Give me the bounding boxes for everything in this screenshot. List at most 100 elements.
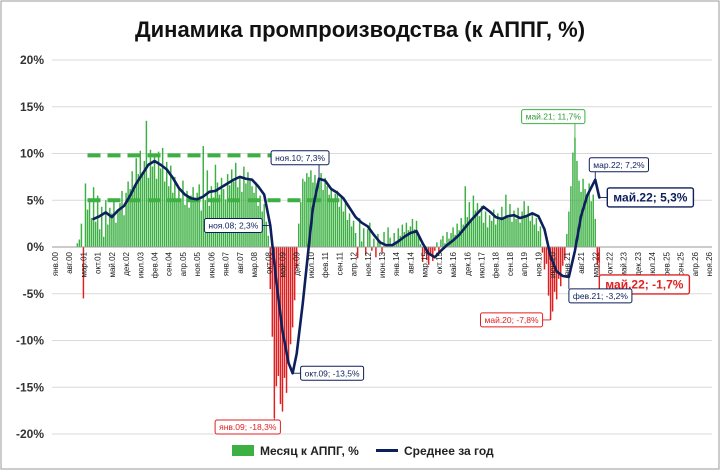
- bar: [576, 160, 578, 247]
- bar: [129, 189, 131, 247]
- bar: [511, 221, 513, 247]
- bar: [190, 195, 192, 247]
- bar: [505, 194, 507, 247]
- bar: [269, 247, 272, 290]
- bar: [348, 213, 351, 247]
- bar: [373, 238, 375, 247]
- bar: [155, 178, 158, 247]
- bar: [88, 198, 91, 247]
- x-tick-label: ноя.12: [364, 251, 373, 276]
- bar: [362, 228, 365, 247]
- bar: [277, 247, 280, 377]
- annotation-callout: май.20; -7,8%: [480, 312, 551, 328]
- bar: [336, 190, 339, 247]
- bar: [98, 229, 101, 247]
- bar: [314, 175, 316, 247]
- bar: [375, 247, 377, 258]
- bar: [338, 206, 341, 247]
- x-tick-label: фев.18: [492, 251, 501, 278]
- bar: [356, 247, 359, 259]
- bar: [326, 186, 328, 247]
- x-tick-label: сен.18: [506, 251, 515, 276]
- bar: [119, 203, 121, 247]
- x-tick-label: янв.14: [392, 251, 401, 276]
- x-tick-label: мар.08: [250, 251, 259, 277]
- bar: [111, 213, 113, 247]
- chart-title: Динамика промпроизводства (к АППГ, %): [135, 17, 585, 42]
- bar: [96, 195, 99, 247]
- bar: [354, 232, 357, 247]
- bar: [521, 211, 523, 247]
- x-tick-label: апр.19: [520, 251, 529, 276]
- x-tick-label: июн.13: [378, 251, 387, 278]
- x-tick-label: сен.25: [677, 251, 686, 276]
- bar: [141, 172, 144, 247]
- bar: [503, 218, 505, 247]
- x-tick-label: мар.01: [79, 251, 88, 277]
- annotation-box: [588, 157, 649, 173]
- bar: [300, 202, 302, 247]
- bar: [344, 203, 347, 247]
- bar: [401, 224, 404, 247]
- legend-label-line: Среднее за год: [404, 444, 494, 458]
- line-series: [92, 159, 601, 375]
- average-line: [92, 159, 601, 375]
- x-tick-label: фев.04: [151, 251, 160, 278]
- bar: [291, 247, 294, 328]
- bar: [371, 247, 373, 251]
- annotation-box: [214, 419, 281, 435]
- annotation-label: янв.09; -18,3%: [219, 422, 277, 432]
- y-tick-label: -20%: [16, 427, 44, 441]
- bar: [427, 247, 430, 265]
- bar: [436, 242, 438, 247]
- bar: [393, 232, 395, 247]
- bar: [220, 177, 223, 247]
- bar: [163, 181, 166, 247]
- bar: [466, 217, 469, 247]
- x-tick-label: июн.06: [207, 251, 216, 278]
- y-tick-label: 15%: [20, 100, 44, 114]
- bar: [182, 180, 184, 247]
- bar: [318, 178, 320, 247]
- x-tick-label: сен.04: [165, 251, 174, 276]
- bar: [434, 247, 436, 251]
- annotation-callout: ноя.08; 2,3%: [203, 218, 271, 233]
- bar: [151, 166, 154, 247]
- bar: [381, 247, 383, 253]
- y-tick-label: 0%: [27, 240, 45, 254]
- bar: [438, 247, 440, 254]
- x-tick-label: дек.23: [634, 251, 643, 275]
- bar: [198, 184, 200, 247]
- bar: [535, 218, 538, 247]
- bar: [226, 174, 229, 247]
- bar: [517, 207, 519, 247]
- bar: [590, 201, 592, 247]
- bar: [82, 247, 85, 299]
- bar: [287, 247, 290, 362]
- legend: Месяц к АППГ, % Среднее за год: [232, 444, 494, 458]
- bar: [145, 120, 148, 247]
- bar: [566, 233, 568, 247]
- annotation-box: [203, 218, 263, 233]
- bar: [464, 186, 466, 247]
- bar: [395, 241, 397, 247]
- bar: [543, 247, 546, 270]
- bar: [450, 232, 452, 247]
- bar: [84, 183, 87, 247]
- bar: [419, 244, 422, 247]
- bar: [304, 181, 306, 247]
- bar: [592, 194, 594, 247]
- bar: [444, 243, 446, 247]
- bar: [147, 177, 150, 247]
- x-tick-label: дек.16: [463, 251, 472, 275]
- bar: [539, 226, 542, 247]
- bar: [527, 205, 529, 247]
- bar: [458, 230, 460, 247]
- bar: [557, 247, 560, 279]
- bar: [446, 232, 448, 247]
- bar: [488, 215, 491, 247]
- bar: [430, 247, 432, 256]
- bar: [184, 204, 186, 247]
- bar: [135, 158, 137, 247]
- bar: [468, 202, 471, 247]
